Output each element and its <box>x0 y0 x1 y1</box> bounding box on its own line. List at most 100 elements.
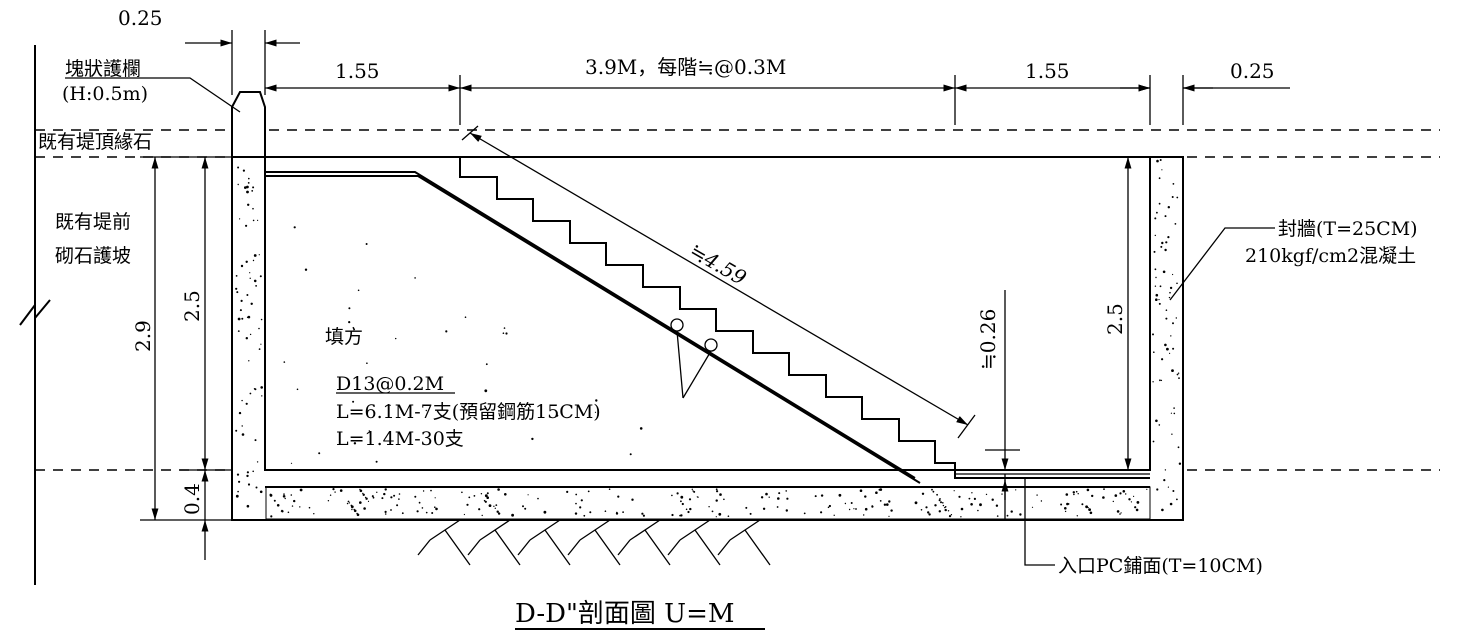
texture-dot <box>639 427 643 430</box>
texture-dot <box>329 494 332 496</box>
texture-dot <box>1161 169 1163 171</box>
texture-dot <box>421 507 424 509</box>
texture-dot <box>290 462 293 464</box>
texture-dot <box>481 514 483 517</box>
texture-dot <box>1089 511 1093 515</box>
texture-dot <box>486 492 489 495</box>
texture-dot <box>914 501 918 505</box>
texture-dot <box>239 309 242 312</box>
texture-dot <box>367 500 370 502</box>
texture-dot <box>365 497 368 500</box>
texture-dot <box>299 488 303 492</box>
texture-dot <box>676 492 679 495</box>
texture-dot <box>745 506 748 509</box>
texture-dot <box>396 504 399 507</box>
texture-dot <box>1103 488 1105 490</box>
texture-dot <box>888 500 891 503</box>
texture-dot <box>1081 503 1084 506</box>
texture-dot <box>617 495 620 498</box>
dim-rail-width: 0.25 <box>118 6 163 30</box>
texture-dot <box>1173 412 1176 415</box>
texture-dot <box>1155 276 1157 279</box>
dim-inner-height-right: 2.5 <box>1103 303 1127 335</box>
texture-dot <box>359 501 362 504</box>
texture-dot <box>256 461 259 463</box>
texture-dot <box>1134 506 1137 509</box>
texture-dot <box>239 218 241 220</box>
texture-dot <box>356 513 360 517</box>
texture-dot <box>587 490 590 493</box>
texture-dot <box>253 254 257 257</box>
texture-dot <box>711 510 714 513</box>
texture-dot <box>1158 302 1161 305</box>
dim-right-landing: 1.55 <box>1025 59 1070 83</box>
texture-dot <box>583 514 586 517</box>
texture-dot <box>622 511 624 513</box>
texture-dot <box>237 330 240 332</box>
texture-dot <box>1128 498 1131 501</box>
texture-dot <box>434 506 436 509</box>
rebar-short-label: L=1.4M-30支 <box>336 428 464 450</box>
texture-dot <box>864 495 867 498</box>
texture-dot <box>253 279 257 283</box>
texture-dot <box>1156 211 1158 214</box>
texture-dot <box>1125 493 1127 495</box>
texture-dot <box>359 489 363 493</box>
texture-dot <box>485 363 488 366</box>
texture-dot <box>464 316 467 319</box>
texture-dot <box>252 470 254 473</box>
texture-dot <box>719 493 722 496</box>
texture-dot <box>261 395 263 397</box>
texture-dot <box>1152 381 1154 383</box>
texture-dot <box>1122 490 1126 493</box>
texture-dot <box>257 219 259 221</box>
texture-dot <box>1119 513 1121 515</box>
texture-dot <box>1164 469 1167 471</box>
texture-dot <box>1159 159 1162 161</box>
texture-dot <box>1164 248 1167 252</box>
texture-dot <box>820 511 823 514</box>
texture-dot <box>723 498 725 501</box>
stair-profile <box>265 157 1150 520</box>
seal-wall-label-2: 210kgf/cm2混凝土 <box>1245 245 1416 267</box>
texture-dot <box>283 493 285 495</box>
texture-dot <box>522 505 524 508</box>
texture-dot <box>1158 202 1161 205</box>
texture-dot <box>1006 514 1009 517</box>
texture-dot <box>352 400 355 403</box>
texture-dot <box>249 277 251 279</box>
texture-dot <box>879 500 882 502</box>
texture-dot <box>384 510 387 513</box>
texture-dot <box>543 510 547 514</box>
texture-dot <box>1170 335 1172 337</box>
texture-dot <box>848 508 851 511</box>
dim-stair-slope: ≒4.59 <box>686 239 751 291</box>
texture-dot <box>531 437 534 441</box>
texture-dot <box>689 507 692 511</box>
texture-dot <box>468 496 471 499</box>
texture-dot <box>351 508 353 511</box>
texture-dot <box>350 505 354 509</box>
texture-dot <box>1172 347 1175 350</box>
texture-dot <box>687 510 690 514</box>
texture-dot <box>252 207 254 210</box>
texture-dot <box>1168 296 1171 299</box>
texture-dot <box>1152 333 1154 336</box>
texture-dot <box>749 512 752 515</box>
texture-dot <box>416 510 419 513</box>
texture-dot <box>855 508 857 510</box>
texture-dot <box>1091 494 1094 498</box>
texture-dot <box>715 516 717 518</box>
texture-dot <box>484 500 487 503</box>
texture-dot <box>977 509 979 512</box>
texture-dot <box>235 287 238 290</box>
texture-dot <box>886 503 889 506</box>
concrete-texture <box>235 159 1182 518</box>
texture-dot <box>389 404 391 406</box>
texture-dot <box>1076 515 1079 517</box>
vertical-dimensions <box>140 125 1132 560</box>
texture-dot <box>718 512 722 516</box>
rebar-long-label: L=6.1M-7支(預留鋼筋15CM) <box>336 401 601 423</box>
texture-dot <box>375 460 378 463</box>
texture-dot <box>384 513 387 515</box>
